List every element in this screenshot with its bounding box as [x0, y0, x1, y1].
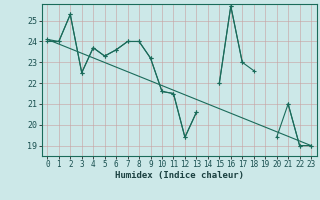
- X-axis label: Humidex (Indice chaleur): Humidex (Indice chaleur): [115, 171, 244, 180]
